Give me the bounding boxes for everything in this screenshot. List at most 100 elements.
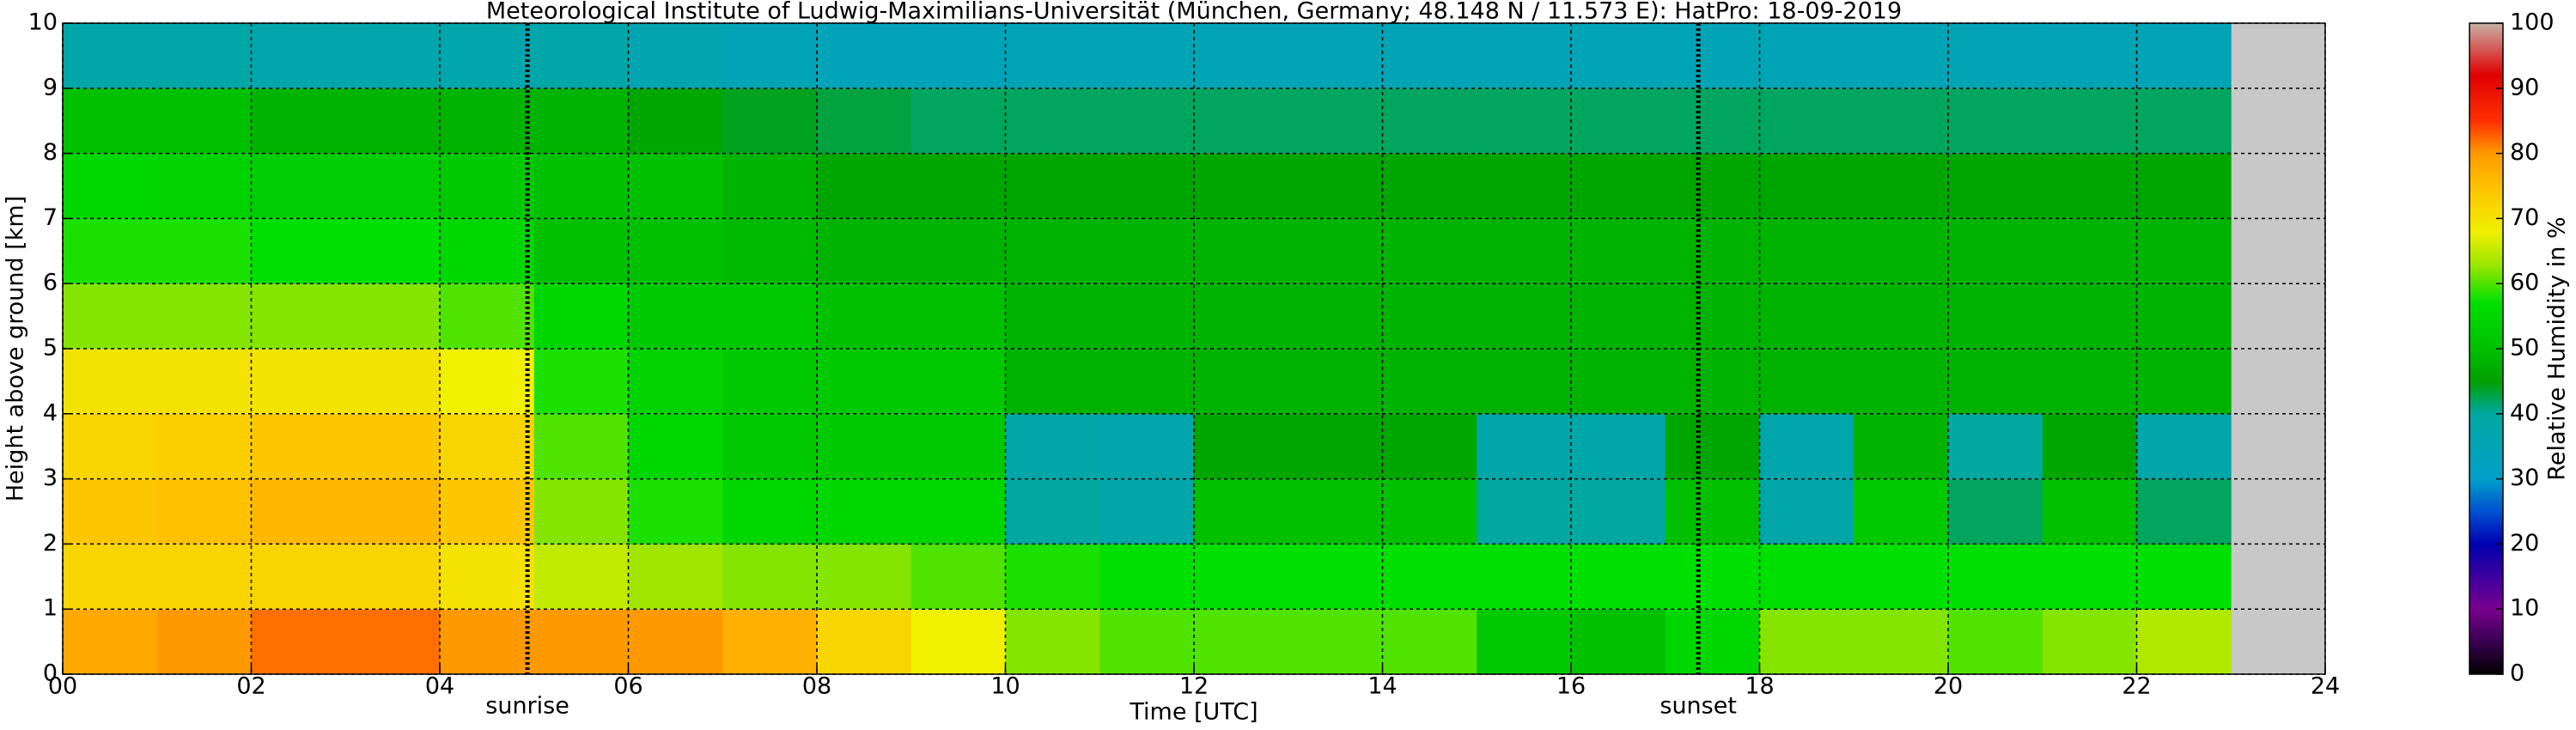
heat-cell xyxy=(2042,218,2137,284)
heat-cell xyxy=(1099,349,1195,415)
heat-cell xyxy=(2136,23,2232,89)
heat-cell xyxy=(1005,218,1100,284)
heat-cell xyxy=(2136,544,2232,610)
heat-cell xyxy=(1665,88,1760,155)
heat-cell xyxy=(817,283,912,350)
heat-cell xyxy=(440,283,535,350)
heat-cell xyxy=(63,153,158,219)
heat-cell xyxy=(1948,283,2043,350)
heat-cell xyxy=(1099,153,1195,219)
heat-cell xyxy=(1948,349,2043,415)
heat-cell xyxy=(1854,413,1949,480)
heat-cell xyxy=(1005,153,1100,219)
heat-cell xyxy=(1759,413,1854,480)
heat-cell xyxy=(251,283,346,350)
heat-cell xyxy=(817,413,912,480)
heat-cell xyxy=(1854,349,1949,415)
heat-cell xyxy=(63,544,158,610)
heat-cell xyxy=(817,153,912,219)
heat-cell xyxy=(628,349,723,415)
heat-cell xyxy=(1005,609,1100,675)
heat-cell xyxy=(345,349,441,415)
heat-cell xyxy=(2042,23,2137,89)
heat-cell xyxy=(251,153,346,219)
heat-cell xyxy=(440,153,535,219)
heat-cell xyxy=(1948,88,2043,155)
heat-cell xyxy=(2136,478,2232,544)
heat-cell xyxy=(1759,609,1854,675)
heat-cell xyxy=(910,478,1006,544)
heat-cell xyxy=(156,88,252,155)
plot-frame xyxy=(62,22,2326,675)
heat-cell xyxy=(1005,544,1100,610)
heat-cell xyxy=(1948,413,2043,480)
heat-cell xyxy=(2136,88,2232,155)
heat-cell xyxy=(63,413,158,480)
heat-cell xyxy=(628,88,723,155)
x-tick-label: 22 xyxy=(2122,673,2151,700)
heat-cell xyxy=(1099,283,1195,350)
heat-cell xyxy=(1477,218,1572,284)
heat-cell xyxy=(440,544,535,610)
heat-cell xyxy=(1571,218,1666,284)
heat-cell xyxy=(1854,609,1949,675)
heat-cell xyxy=(1477,349,1572,415)
heat-cell xyxy=(1948,478,2043,544)
heat-cell xyxy=(628,153,723,219)
heat-cell xyxy=(1194,23,1289,89)
y-tick-label: 2 xyxy=(43,530,58,557)
heat-cell xyxy=(1759,478,1854,544)
heat-cell xyxy=(2042,153,2137,219)
y-tick-label: 5 xyxy=(43,335,58,362)
heat-cell xyxy=(1288,218,1383,284)
heat-cell xyxy=(910,544,1006,610)
heat-cell xyxy=(2136,218,2232,284)
heat-cell xyxy=(533,609,629,675)
heat-cell xyxy=(251,609,346,675)
heat-cell xyxy=(1571,413,1666,480)
heat-cell xyxy=(533,218,629,284)
heat-cell xyxy=(1288,88,1383,155)
heat-cell xyxy=(1571,544,1666,610)
heat-cell xyxy=(345,609,441,675)
heat-cell xyxy=(345,88,441,155)
heat-cell xyxy=(1571,283,1666,350)
heat-cell xyxy=(1005,349,1100,415)
colorbar-tick-label: 100 xyxy=(2510,9,2555,36)
heat-cell xyxy=(817,88,912,155)
heat-cell xyxy=(1099,23,1195,89)
heat-cell xyxy=(1288,609,1383,675)
heat-cell xyxy=(1099,218,1195,284)
heat-cell xyxy=(1288,413,1383,480)
heat-cell xyxy=(533,544,629,610)
heat-cell xyxy=(1948,23,2043,89)
heat-cell xyxy=(440,88,535,155)
heat-cell xyxy=(63,88,158,155)
heat-cell xyxy=(1382,609,1477,675)
heat-cell xyxy=(1759,544,1854,610)
heat-cell xyxy=(1382,23,1477,89)
heat-cell xyxy=(1194,544,1289,610)
heat-cell xyxy=(1477,23,1572,89)
heat-cell xyxy=(1477,153,1572,219)
heat-cell xyxy=(1948,218,2043,284)
heat-cell xyxy=(722,413,818,480)
heat-cell xyxy=(2042,478,2137,544)
x-tick-label: 24 xyxy=(2311,673,2340,700)
x-axis-label: Time [UTC] xyxy=(1129,699,1258,726)
heat-cell xyxy=(1665,609,1760,675)
heat-cell xyxy=(251,23,346,89)
heat-cell xyxy=(628,609,723,675)
heat-cell xyxy=(1477,478,1572,544)
heat-cell xyxy=(251,218,346,284)
heat-cell xyxy=(1477,544,1572,610)
heat-cell xyxy=(1288,153,1383,219)
heat-cell xyxy=(910,23,1006,89)
heat-cell xyxy=(722,218,818,284)
heat-cell xyxy=(1382,283,1477,350)
heat-cell xyxy=(63,478,158,544)
heat-cell xyxy=(345,153,441,219)
heat-cell xyxy=(1194,153,1289,219)
x-tick-label: 10 xyxy=(990,673,1020,700)
heat-cell xyxy=(1854,218,1949,284)
